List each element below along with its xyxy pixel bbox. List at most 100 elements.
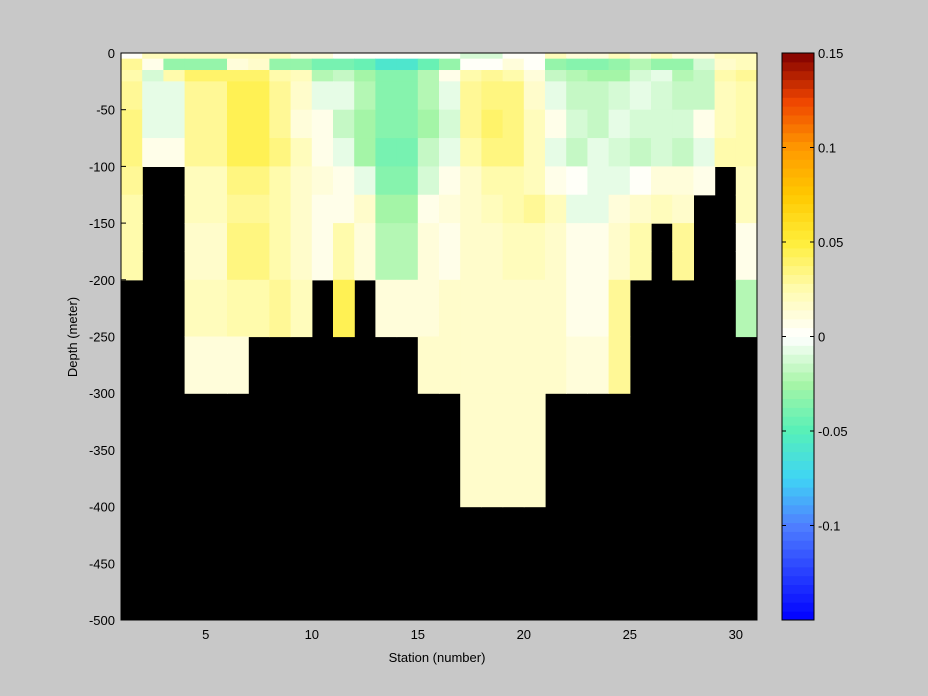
heatmap-cell	[523, 279, 546, 338]
heatmap-cell	[735, 109, 758, 139]
heatmap-cell	[608, 81, 631, 111]
heatmap-cell	[248, 166, 270, 196]
heatmap-cell	[142, 81, 164, 111]
colorbar-swatch	[782, 61, 814, 72]
heatmap-cell	[184, 279, 228, 338]
heatmap-cell	[248, 81, 270, 111]
colorbar-swatch	[782, 407, 814, 417]
x-tick-label: 20	[517, 627, 531, 642]
heatmap-cell	[396, 53, 419, 60]
heatmap-cell	[608, 70, 631, 82]
heatmap-cell	[269, 279, 292, 338]
heatmap-cell	[672, 58, 694, 71]
heatmap-cell	[184, 166, 228, 196]
y-tick-label: -250	[89, 330, 115, 345]
colorbar-swatch	[782, 584, 814, 594]
heatmap-cell	[333, 223, 355, 253]
heatmap-cell	[121, 58, 143, 71]
heatmap-cell	[481, 166, 504, 196]
heatmap-cell	[735, 81, 758, 111]
colorbar-swatch	[782, 575, 814, 586]
heatmap-cell	[333, 194, 355, 224]
heatmap-cell	[693, 81, 716, 111]
heatmap-cell	[439, 53, 461, 60]
colorbar-swatch	[782, 425, 814, 435]
heatmap-cell	[227, 53, 249, 60]
heatmap-cell	[417, 194, 440, 224]
heatmap-cell	[672, 194, 694, 224]
heatmap-cell	[608, 251, 631, 281]
heatmap-cell	[502, 393, 525, 508]
heatmap-cell	[735, 223, 758, 253]
heatmap-cell	[439, 58, 461, 71]
colorbar-swatch	[782, 203, 814, 213]
heatmap-cell	[608, 223, 631, 253]
colorbar-swatch	[782, 88, 814, 98]
heatmap-cell	[735, 70, 758, 82]
colorbar-swatch	[782, 371, 814, 382]
heatmap-cell	[184, 58, 228, 71]
heatmap-cell	[248, 70, 270, 82]
heatmap-cell	[523, 58, 546, 71]
colorbar-swatch	[782, 469, 814, 479]
heatmap-cell	[248, 279, 270, 338]
heatmap-cell	[142, 109, 164, 139]
heatmap-cell	[121, 194, 143, 224]
heatmap-cell	[672, 70, 694, 82]
heatmap-cell	[460, 58, 482, 71]
heatmap-cell	[290, 81, 313, 111]
heatmap-cell	[523, 194, 546, 224]
heatmap-cell	[269, 166, 292, 196]
heatmap-cell	[396, 194, 419, 224]
heatmap-cell	[375, 53, 398, 60]
heatmap-cell	[502, 251, 525, 281]
heatmap-cell	[460, 194, 482, 224]
heatmap-cell	[375, 251, 398, 281]
colorbar-swatch	[782, 451, 814, 462]
heatmap-cell	[587, 81, 610, 111]
heatmap-cell	[184, 251, 228, 281]
heatmap-cell	[184, 138, 228, 167]
heatmap-cell	[735, 58, 758, 71]
heatmap-cell	[523, 138, 546, 167]
heatmap-cell	[523, 53, 546, 60]
colorbar-swatch	[782, 433, 814, 444]
heatmap-cell	[248, 58, 270, 71]
heatmap-cell	[396, 81, 419, 111]
heatmap-cell	[587, 138, 610, 167]
colorbar-swatch	[782, 336, 814, 346]
heatmap-cell	[545, 53, 567, 60]
heatmap-cell	[439, 194, 461, 224]
heatmap-cell	[248, 138, 270, 167]
heatmap-cell	[269, 194, 292, 224]
heatmap-cell	[354, 166, 376, 196]
heatmap-cell	[608, 109, 631, 139]
heatmap-cell	[629, 58, 652, 71]
heatmap-cell	[290, 279, 313, 338]
colorbar-swatch	[782, 115, 814, 125]
colorbar-swatch	[782, 283, 814, 293]
colorbar-swatch	[782, 380, 814, 391]
heatmap-cell	[714, 81, 737, 111]
heatmap-cell	[333, 58, 355, 71]
heatmap-cell	[587, 223, 610, 253]
heatmap-cell	[439, 279, 461, 338]
heatmap-cell	[269, 81, 292, 111]
colorbar-swatch	[782, 354, 814, 364]
heatmap-cell	[714, 70, 737, 82]
heatmap-cell	[184, 70, 228, 82]
heatmap-cell	[375, 279, 398, 338]
heatmap-cell	[629, 53, 652, 60]
y-axis: 0 -50 -100 -150 -200 -250 -300 -350 -400 -450 -500	[89, 46, 126, 628]
heatmap-cell	[523, 251, 546, 281]
heatmap-cell	[184, 336, 228, 394]
heatmap-cell	[460, 393, 482, 508]
heatmap-cell	[714, 109, 737, 139]
heatmap-cell	[629, 251, 652, 281]
heatmap-cell	[502, 279, 525, 338]
heatmap-cell	[651, 166, 673, 196]
heatmap-cell	[354, 58, 376, 71]
heatmap-cell	[651, 194, 673, 224]
heatmap-cell	[545, 138, 567, 167]
heatmap-cell	[439, 251, 461, 281]
